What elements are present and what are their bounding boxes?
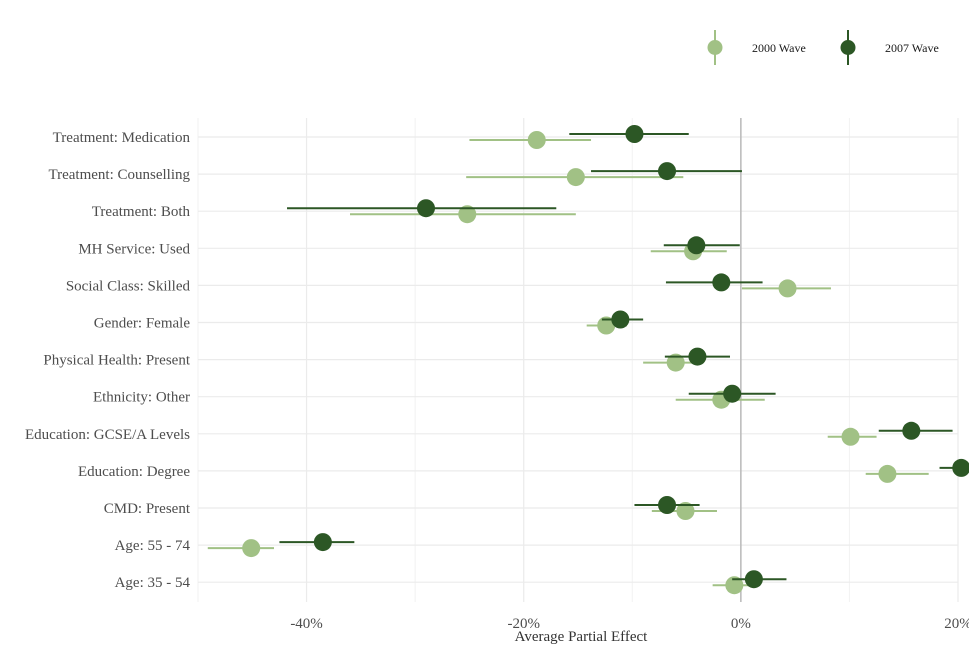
x-tick-label: -40% [290,616,323,632]
point-estimate [658,162,677,181]
x-tick-labels: -40% -20% 0% 20% [290,616,969,632]
point-estimate [687,236,706,255]
series-2007 [279,125,969,589]
series-2000 [207,131,929,595]
y-tick-label: Treatment: Medication [53,130,191,146]
point-estimate [566,168,585,187]
point-estimate [658,496,677,514]
point-estimate [725,576,744,595]
x-tick-label: 0% [731,616,751,632]
legend-label: 2007 Wave [885,41,939,55]
point-estimate [597,316,616,335]
y-tick-label: Education: GCSE/A Levels [25,427,190,443]
point-estimate [744,570,763,589]
y-tick-label: Age: 55 - 74 [115,538,191,554]
point-estimate [778,279,797,298]
y-tick-label: MH Service: Used [78,241,190,257]
legend-key-point [840,40,856,55]
y-tick-label: Education: Degree [78,464,190,480]
legend-label: 2000 Wave [752,41,806,55]
point-estimate [712,273,731,292]
y-tick-label: Treatment: Both [92,204,191,220]
grid [197,118,959,602]
point-estimate [417,199,435,218]
point-estimate [723,384,742,403]
point-estimate [878,464,897,483]
x-axis-title: Average Partial Effect [515,629,649,645]
point-estimate [666,353,685,372]
y-tick-label: Treatment: Counselling [48,167,190,183]
y-tick-label: Social Class: Skilled [66,278,191,294]
point-estimate [242,539,261,558]
y-tick-label: Physical Health: Present [43,353,190,369]
point-estimate [688,347,707,366]
legend-key-point [707,40,723,55]
point-estimate [625,125,644,143]
point-estimate [458,205,477,224]
point-estimate [313,533,332,552]
point-estimate [841,427,860,446]
plot-marks [207,125,969,595]
y-tick-label: Gender: Female [94,316,191,332]
legend: 2000 Wave 2007 Wave [707,30,939,65]
y-tick-label: Age: 35 - 54 [115,575,191,591]
point-estimate [952,458,969,477]
point-estimate [527,131,546,149]
x-tick-label: 20% [944,616,969,632]
point-estimate [676,502,695,520]
point-estimate [611,310,630,329]
point-estimate [902,421,921,440]
y-tick-labels: Treatment: Medication Treatment: Counsell… [25,130,191,591]
y-tick-label: Ethnicity: Other [93,390,190,406]
x-tick-label: -20% [507,616,540,632]
y-tick-label: CMD: Present [104,501,191,517]
